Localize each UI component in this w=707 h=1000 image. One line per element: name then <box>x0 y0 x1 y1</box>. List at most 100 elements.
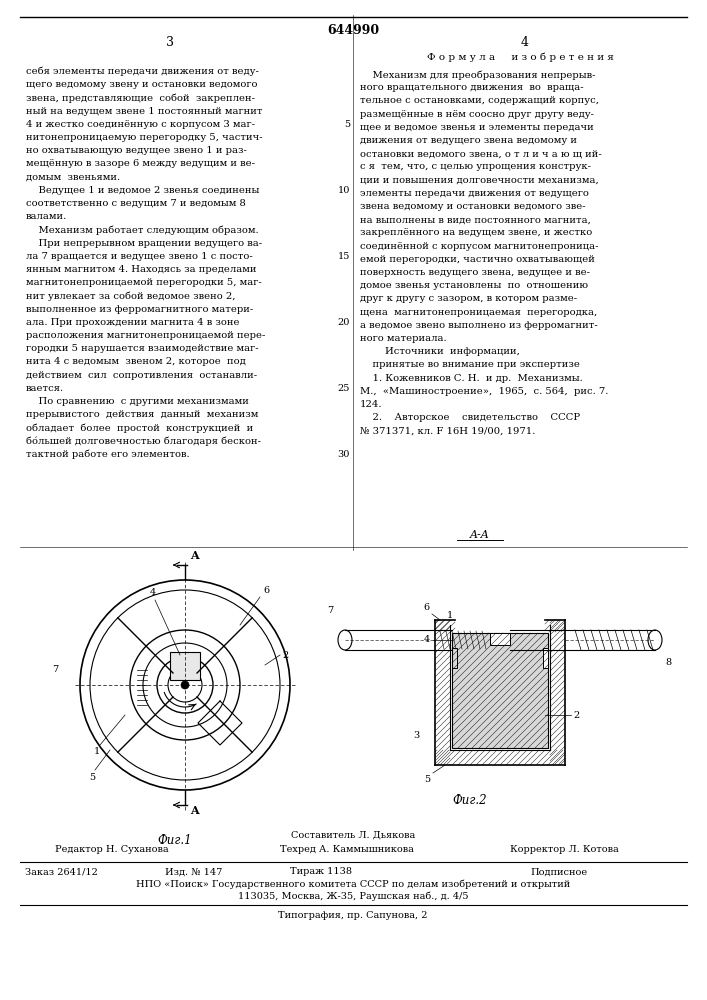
Text: 7: 7 <box>52 666 58 674</box>
Text: Изд. № 147: Изд. № 147 <box>165 867 223 876</box>
Text: Подписное: Подписное <box>530 867 587 876</box>
Text: закреплённого на ведущем звене, и жестко: закреплённого на ведущем звене, и жестко <box>360 228 592 237</box>
Text: НПО «Поиск» Государственного комитета СССР по делам изобретений и открытий: НПО «Поиск» Государственного комитета СС… <box>136 879 570 889</box>
Text: 5: 5 <box>424 775 430 784</box>
Bar <box>490 633 510 645</box>
Text: 1: 1 <box>447 611 453 620</box>
Text: 1. Кожевников С. Н.  и др.  Механизмы.: 1. Кожевников С. Н. и др. Механизмы. <box>360 374 583 383</box>
Text: выполненное из ферромагнитного матери-: выполненное из ферромагнитного матери- <box>26 305 253 314</box>
Text: 3: 3 <box>166 36 174 49</box>
Text: движения от ведущего звена ведомому и: движения от ведущего звена ведомому и <box>360 136 577 145</box>
Bar <box>452 633 548 748</box>
Text: валами.: валами. <box>26 212 67 221</box>
Text: 5: 5 <box>89 773 95 782</box>
Text: 6: 6 <box>424 603 430 612</box>
Bar <box>452 648 457 668</box>
Text: действием  сил  сопротивления  останавли-: действием сил сопротивления останавли- <box>26 371 257 380</box>
Text: 5: 5 <box>344 120 350 129</box>
Text: ала. При прохождении магнита 4 в зоне: ала. При прохождении магнита 4 в зоне <box>26 318 240 327</box>
Bar <box>543 648 548 668</box>
Text: нита 4 с ведомым  звеном 2, которое  под: нита 4 с ведомым звеном 2, которое под <box>26 357 246 366</box>
Text: звена, представляющие  собой  закреплен-: звена, представляющие собой закреплен- <box>26 93 255 103</box>
Text: Техред А. Каммышникова: Техред А. Каммышникова <box>280 846 414 854</box>
Text: Корректор Л. Котова: Корректор Л. Котова <box>510 846 619 854</box>
Text: Редактор Н. Суханова: Редактор Н. Суханова <box>55 846 169 854</box>
Text: тактной работе его элементов.: тактной работе его элементов. <box>26 450 189 459</box>
Text: щего ведомому звену и остановки ведомого: щего ведомому звену и остановки ведомого <box>26 80 257 89</box>
Text: 4: 4 <box>423 636 430 645</box>
Text: 8: 8 <box>665 658 671 667</box>
Text: 2: 2 <box>573 710 579 720</box>
Text: домое звенья установлены  по  отношению: домое звенья установлены по отношению <box>360 281 588 290</box>
Text: остановки ведомого звена, о т л и ч а ю щ ий-: остановки ведомого звена, о т л и ч а ю … <box>360 149 602 158</box>
Text: 4 и жестко соединённую с корпусом 3 маг-: 4 и жестко соединённую с корпусом 3 маг- <box>26 120 255 129</box>
Text: Ф о р м у л а     и з о б р е т е н и я: Ф о р м у л а и з о б р е т е н и я <box>426 52 614 62</box>
Text: № 371371, кл. F 16H 19/00, 1971.: № 371371, кл. F 16H 19/00, 1971. <box>360 426 535 435</box>
Text: 3: 3 <box>414 730 420 740</box>
Text: соответственно с ведущим 7 и ведомым 8: соответственно с ведущим 7 и ведомым 8 <box>26 199 246 208</box>
Text: Источники  информации,: Источники информации, <box>360 347 520 356</box>
Text: размещённые в нём соосно друг другу веду-: размещённые в нём соосно друг другу веду… <box>360 110 594 119</box>
Text: 4: 4 <box>521 36 529 49</box>
Text: М.,  «Машиностроение»,  1965,  с. 564,  рис. 7.: М., «Машиностроение», 1965, с. 564, рис.… <box>360 387 609 396</box>
Text: бо́льшей долговечностью благодаря бескон-: бо́льшей долговечностью благодаря бескон… <box>26 437 261 446</box>
Text: 124.: 124. <box>360 400 382 409</box>
Text: 2.    Авторское    свидетельство    СССР: 2. Авторское свидетельство СССР <box>360 413 580 422</box>
Text: Составитель Л. Дьякова: Составитель Л. Дьякова <box>291 830 415 840</box>
Text: тельное с остановками, содержащий корпус,: тельное с остановками, содержащий корпус… <box>360 96 599 105</box>
Text: поверхность ведущего звена, ведущее и ве-: поверхность ведущего звена, ведущее и ве… <box>360 268 590 277</box>
Text: магнитонепроницаемой перегородки 5, маг-: магнитонепроницаемой перегородки 5, маг- <box>26 278 262 287</box>
Text: ного материала.: ного материала. <box>360 334 447 343</box>
Text: принятые во внимание при экспертизе: принятые во внимание при экспертизе <box>360 360 580 369</box>
Text: 113035, Москва, Ж-35, Раушская наб., д. 4/5: 113035, Москва, Ж-35, Раушская наб., д. … <box>238 891 468 901</box>
Text: Тираж 1138: Тираж 1138 <box>290 867 352 876</box>
Text: ции и повышения долговечности механизма,: ции и повышения долговечности механизма, <box>360 176 599 185</box>
Text: ла 7 вращается и ведущее звено 1 с посто-: ла 7 вращается и ведущее звено 1 с посто… <box>26 252 252 261</box>
Text: ный на ведущем звене 1 постоянный магнит: ный на ведущем звене 1 постоянный магнит <box>26 107 262 116</box>
Text: 644990: 644990 <box>327 23 379 36</box>
Text: себя элементы передачи движения от веду-: себя элементы передачи движения от веду- <box>26 67 259 77</box>
Ellipse shape <box>648 630 662 650</box>
Text: При непрерывном вращении ведущего ва-: При непрерывном вращении ведущего ва- <box>26 239 262 248</box>
Text: щее и ведомое звенья и элементы передачи: щее и ведомое звенья и элементы передачи <box>360 123 594 132</box>
Text: По сравнению  с другими механизмами: По сравнению с другими механизмами <box>26 397 249 406</box>
Text: прерывистого  действия  данный  механизм: прерывистого действия данный механизм <box>26 410 258 419</box>
Text: Механизм работает следующим образом.: Механизм работает следующим образом. <box>26 225 259 235</box>
Circle shape <box>181 681 189 689</box>
Text: нит увлекает за собой ведомое звено 2,: нит увлекает за собой ведомое звено 2, <box>26 291 235 301</box>
Text: Фиг.2: Фиг.2 <box>452 794 487 806</box>
Text: друг к другу с зазором, в котором разме-: друг к другу с зазором, в котором разме- <box>360 294 577 303</box>
Text: мещённую в зазоре 6 между ведущим и ве-: мещённую в зазоре 6 между ведущим и ве- <box>26 159 255 168</box>
Text: 30: 30 <box>338 450 350 459</box>
Text: расположения магнитонепроницаемой пере-: расположения магнитонепроницаемой пере- <box>26 331 265 340</box>
Text: 2: 2 <box>282 650 288 660</box>
Text: городки 5 нарушается взаимодействие маг-: городки 5 нарушается взаимодействие маг- <box>26 344 259 353</box>
Text: 15: 15 <box>338 252 350 261</box>
Text: на выполнены в виде постоянного магнита,: на выполнены в виде постоянного магнита, <box>360 215 591 224</box>
Text: янным магнитом 4. Находясь за пределами: янным магнитом 4. Находясь за пределами <box>26 265 257 274</box>
Text: 4: 4 <box>150 588 156 597</box>
Text: Механизм для преобразования непрерыв-: Механизм для преобразования непрерыв- <box>360 70 595 80</box>
Text: Заказ 2641/12: Заказ 2641/12 <box>25 867 98 876</box>
Text: вается.: вается. <box>26 384 64 393</box>
Text: ного вращательного движения  во  враща-: ного вращательного движения во враща- <box>360 83 583 92</box>
Text: 7: 7 <box>327 606 333 615</box>
Text: с я  тем, что, с целью упрощения конструк-: с я тем, что, с целью упрощения конструк… <box>360 162 591 171</box>
Text: Ведущее 1 и ведомое 2 звенья соединены: Ведущее 1 и ведомое 2 звенья соединены <box>26 186 259 195</box>
Text: домым  звеньями.: домым звеньями. <box>26 173 120 182</box>
Text: обладает  более  простой  конструкцией  и: обладает более простой конструкцией и <box>26 423 253 433</box>
Text: емой перегородки, частично охватывающей: емой перегородки, частично охватывающей <box>360 255 595 264</box>
Text: но охватывающую ведущее звено 1 и раз-: но охватывающую ведущее звено 1 и раз- <box>26 146 247 155</box>
Text: нитонепроницаемую перегородку 5, частич-: нитонепроницаемую перегородку 5, частич- <box>26 133 262 142</box>
Text: элементы передачи движения от ведущего: элементы передачи движения от ведущего <box>360 189 589 198</box>
Text: A-A: A-A <box>470 530 490 540</box>
Bar <box>170 652 200 680</box>
Text: а ведомое звено выполнено из ферромагнит-: а ведомое звено выполнено из ферромагнит… <box>360 321 597 330</box>
Text: 6: 6 <box>263 586 269 595</box>
Text: Типография, пр. Сапунова, 2: Типография, пр. Сапунова, 2 <box>279 912 428 920</box>
Text: щена  магнитонепроницаемая  перегородка,: щена магнитонепроницаемая перегородка, <box>360 308 597 317</box>
Text: A: A <box>190 805 199 816</box>
Text: 25: 25 <box>338 384 350 393</box>
Text: 1: 1 <box>94 747 100 756</box>
Text: соединённой с корпусом магнитонепроница-: соединённой с корпусом магнитонепроница- <box>360 242 599 251</box>
